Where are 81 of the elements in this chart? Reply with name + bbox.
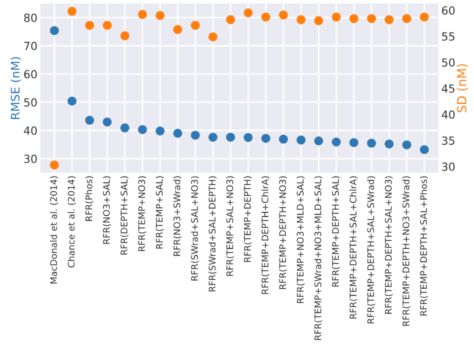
point <box>296 136 306 145</box>
y-tick-label: 30 <box>24 154 37 164</box>
point <box>261 134 270 143</box>
x-tick-label: RFR(TEMP+SWrad+NO3+MLD+SAL) <box>314 176 322 340</box>
x-tick-label: RFR(TEMP+DEPTH+ChlrA) <box>261 176 270 294</box>
point <box>50 26 59 36</box>
point <box>226 15 236 24</box>
point <box>296 15 306 24</box>
point <box>208 132 218 142</box>
y2-tick-label: 30 <box>442 162 455 171</box>
x-tick-label: RFR(DEPTH+SAL) <box>120 176 129 255</box>
x-tick-label: MacDonald et al. (2014) <box>50 176 58 284</box>
point <box>102 20 112 30</box>
point <box>138 10 147 19</box>
x-tick-label: RFR(NO3+SWrad) <box>173 176 182 256</box>
y2-axis-title: SD (nM) <box>456 64 468 112</box>
x-tick-label: RFR(Phos) <box>85 176 94 221</box>
point <box>278 10 288 20</box>
point <box>85 20 94 30</box>
x-tick-label: RFR(TEMP+DEPTH) <box>244 176 252 262</box>
point <box>349 138 358 148</box>
y-tick-label: 60 <box>24 70 37 78</box>
y2-tick-label: 45 <box>442 84 454 93</box>
point <box>68 6 76 16</box>
x-tick-label: RFR(NO3+SAL) <box>102 176 111 244</box>
y2-tick-label: 35 <box>442 136 454 145</box>
point <box>190 20 200 30</box>
x-tick-label: RFR(TEMP+DEPTH+SAL+Phos) <box>420 176 428 316</box>
point <box>314 136 324 146</box>
point <box>384 15 394 24</box>
point <box>226 132 236 142</box>
x-tick-label: RFR(TEMP+SAL) <box>156 176 164 249</box>
point <box>349 14 358 24</box>
point <box>244 132 253 142</box>
x-tick-label: RFR(TEMP+DEPTH+SAL+NO3) <box>384 176 393 314</box>
y-tick-label: 40 <box>24 126 37 135</box>
point <box>138 125 147 134</box>
y-axis-title: RMSE (nM) <box>10 57 22 119</box>
point <box>420 12 429 22</box>
point <box>156 126 165 136</box>
x-tick-label: Chance et al. (2014) <box>68 176 76 268</box>
x-tick-label: RFR(TEMP+DEPTH+NO3) <box>279 176 288 290</box>
point <box>85 116 94 125</box>
point <box>367 138 376 148</box>
y2-tick-label: 60 <box>442 6 455 15</box>
point <box>367 14 376 24</box>
point <box>332 12 341 22</box>
x-tick-label: RFR(TEMP+NO3+MLD+SAL) <box>296 176 305 304</box>
y2-tick-label: 50 <box>442 58 455 67</box>
point <box>208 32 218 42</box>
x-tick-label: RFR(TEMP+NO3) <box>138 176 146 252</box>
point <box>384 139 394 148</box>
x-tick-label: RFR(TEMP+DEPTH+NO3+SWrad) <box>402 176 410 326</box>
x-tick-label: RFR(TEMP+DEPTH+SAL+SWrad) <box>367 176 376 324</box>
point <box>173 128 182 138</box>
point <box>402 140 412 150</box>
point <box>332 138 341 147</box>
y-tick-label: 80 <box>24 14 37 22</box>
point <box>314 16 324 26</box>
x-tick-label: RFR(SWrad+SAL+NO3) <box>190 176 200 280</box>
y-tick-label: 70 <box>24 42 37 50</box>
point <box>278 134 288 144</box>
point <box>120 123 130 132</box>
point <box>173 25 182 34</box>
x-tick-label: RFR(SWrad+SAL+DEPTH) <box>208 176 217 292</box>
point <box>102 117 112 126</box>
x-tick-label: RFR(TEMP+DEPTH+SAL) <box>332 176 340 287</box>
point <box>50 160 59 170</box>
x-tick-label: RFR(TEMP+SAL+NO3) <box>226 176 234 276</box>
point <box>420 145 429 154</box>
point <box>156 10 165 20</box>
y2-tick-label: 40 <box>442 110 455 119</box>
point <box>120 31 130 40</box>
y-tick-label: 50 <box>24 98 37 107</box>
y2-tick-label: 55 <box>442 32 454 41</box>
point <box>402 14 412 24</box>
point <box>261 12 270 22</box>
point <box>190 130 200 140</box>
point <box>68 96 76 106</box>
point <box>244 8 253 18</box>
x-tick-label: RFR(TEMP+DEPTH+SAL+ChlrA) <box>350 176 358 319</box>
